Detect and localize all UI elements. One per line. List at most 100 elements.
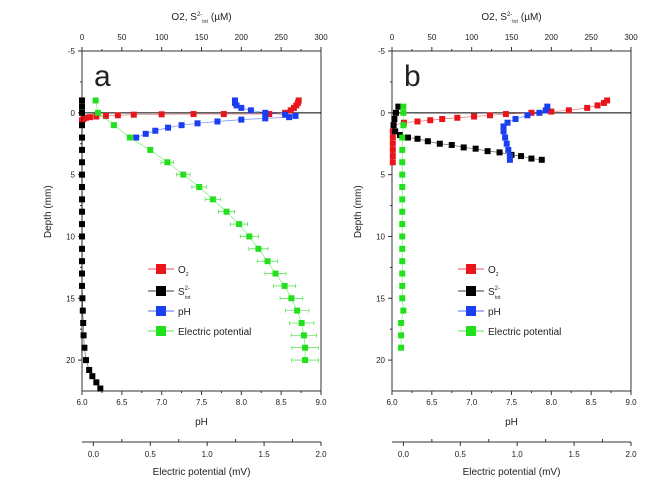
- data-point: [147, 146, 154, 153]
- legend-label-main: S: [178, 287, 185, 298]
- data-point: [436, 140, 443, 147]
- top-axis-title-sup: 2-: [507, 12, 512, 18]
- panel-label: a: [94, 60, 111, 93]
- data-point: [544, 103, 551, 110]
- data-point: [86, 366, 93, 373]
- data-point: [504, 119, 511, 126]
- data-point: [512, 116, 519, 122]
- data-point: [282, 111, 289, 118]
- legend-label: S2- tot: [178, 286, 191, 301]
- legend-label-main: Electric potential: [178, 327, 251, 338]
- depth-tick-label: 5: [71, 171, 76, 180]
- legend-label: pH: [178, 307, 191, 318]
- data-point: [399, 134, 406, 141]
- data-point: [238, 116, 245, 123]
- data-point: [81, 344, 88, 351]
- data-point: [399, 258, 406, 265]
- data-point: [502, 111, 509, 118]
- data-point: [565, 107, 572, 114]
- data-point: [503, 140, 510, 147]
- data-point: [79, 258, 85, 265]
- top-tick-label: 150: [195, 33, 209, 42]
- panel-label: b: [404, 60, 421, 93]
- ep-tick-label: 1.0: [512, 450, 524, 459]
- data-point: [114, 112, 121, 119]
- top-tick-label: 0: [80, 33, 85, 42]
- data-point: [288, 295, 295, 302]
- data-point: [178, 122, 185, 129]
- data-point: [486, 112, 493, 119]
- data-point: [214, 118, 221, 125]
- data-point: [584, 104, 591, 111]
- data-point: [292, 112, 299, 119]
- data-point: [398, 332, 405, 339]
- data-point: [164, 159, 171, 166]
- data-point: [158, 111, 165, 118]
- data-point: [79, 184, 85, 190]
- data-point: [395, 103, 402, 110]
- data-point: [152, 127, 159, 134]
- ep-tick-label: 0.5: [455, 450, 467, 459]
- data-point: [454, 114, 461, 121]
- data-point: [79, 245, 85, 252]
- data-point: [399, 270, 406, 277]
- data-point: [518, 153, 525, 160]
- data-point: [196, 184, 203, 190]
- data-point: [389, 134, 396, 141]
- data-point: [133, 134, 140, 141]
- top-tick-label: 0: [390, 33, 395, 42]
- ph-axis-title: pH: [505, 417, 518, 428]
- top-axis-title: O2, S2-tot (µM): [481, 12, 541, 25]
- top-axis-title-main: O2, S: [171, 12, 197, 23]
- data-point: [272, 270, 279, 277]
- legend-marker: [466, 264, 476, 274]
- data-point: [460, 144, 467, 151]
- legend-label-sub: 2: [186, 272, 189, 278]
- data-point: [399, 159, 406, 166]
- data-point: [93, 379, 100, 386]
- data-point: [194, 120, 201, 127]
- data-point: [594, 102, 601, 109]
- top-tick-label: 50: [427, 33, 436, 42]
- ph-tick-label: 6.5: [116, 398, 128, 407]
- data-point: [399, 184, 406, 190]
- data-point: [400, 109, 407, 116]
- data-point: [484, 148, 491, 155]
- data-point: [500, 123, 507, 130]
- data-point: [223, 208, 230, 215]
- ep-tick-label: 1.5: [569, 450, 581, 459]
- data-point: [391, 116, 398, 122]
- top-tick-label: 100: [155, 33, 169, 42]
- data-point: [604, 97, 611, 104]
- ph-tick-label: 7.5: [196, 398, 208, 407]
- top-tick-label: 300: [314, 33, 328, 42]
- legend-label: Electric potential: [488, 327, 561, 338]
- data-point: [86, 114, 93, 121]
- ep-tick-label: 1.5: [259, 450, 271, 459]
- data-point: [79, 233, 85, 240]
- data-point: [294, 307, 301, 314]
- data-point: [399, 233, 406, 240]
- data-point: [262, 115, 269, 122]
- depth-tick-label: 0: [71, 109, 76, 118]
- data-point: [238, 104, 245, 111]
- data-point: [247, 107, 254, 114]
- data-point: [300, 332, 307, 339]
- data-point: [548, 108, 555, 115]
- data-point: [209, 196, 216, 203]
- series-s2-tot: [79, 97, 104, 392]
- legend-label-sub: 2: [496, 272, 499, 278]
- data-point: [220, 111, 227, 118]
- data-point: [398, 320, 405, 326]
- data-point: [79, 134, 85, 141]
- ph-tick-label: 8.5: [586, 398, 598, 407]
- data-point: [389, 153, 396, 160]
- series-electric-potential: [92, 97, 320, 364]
- data-point: [287, 107, 294, 114]
- data-point: [524, 112, 531, 119]
- data-point: [79, 97, 85, 104]
- legend-marker: [156, 264, 166, 274]
- series-o2: [79, 97, 302, 124]
